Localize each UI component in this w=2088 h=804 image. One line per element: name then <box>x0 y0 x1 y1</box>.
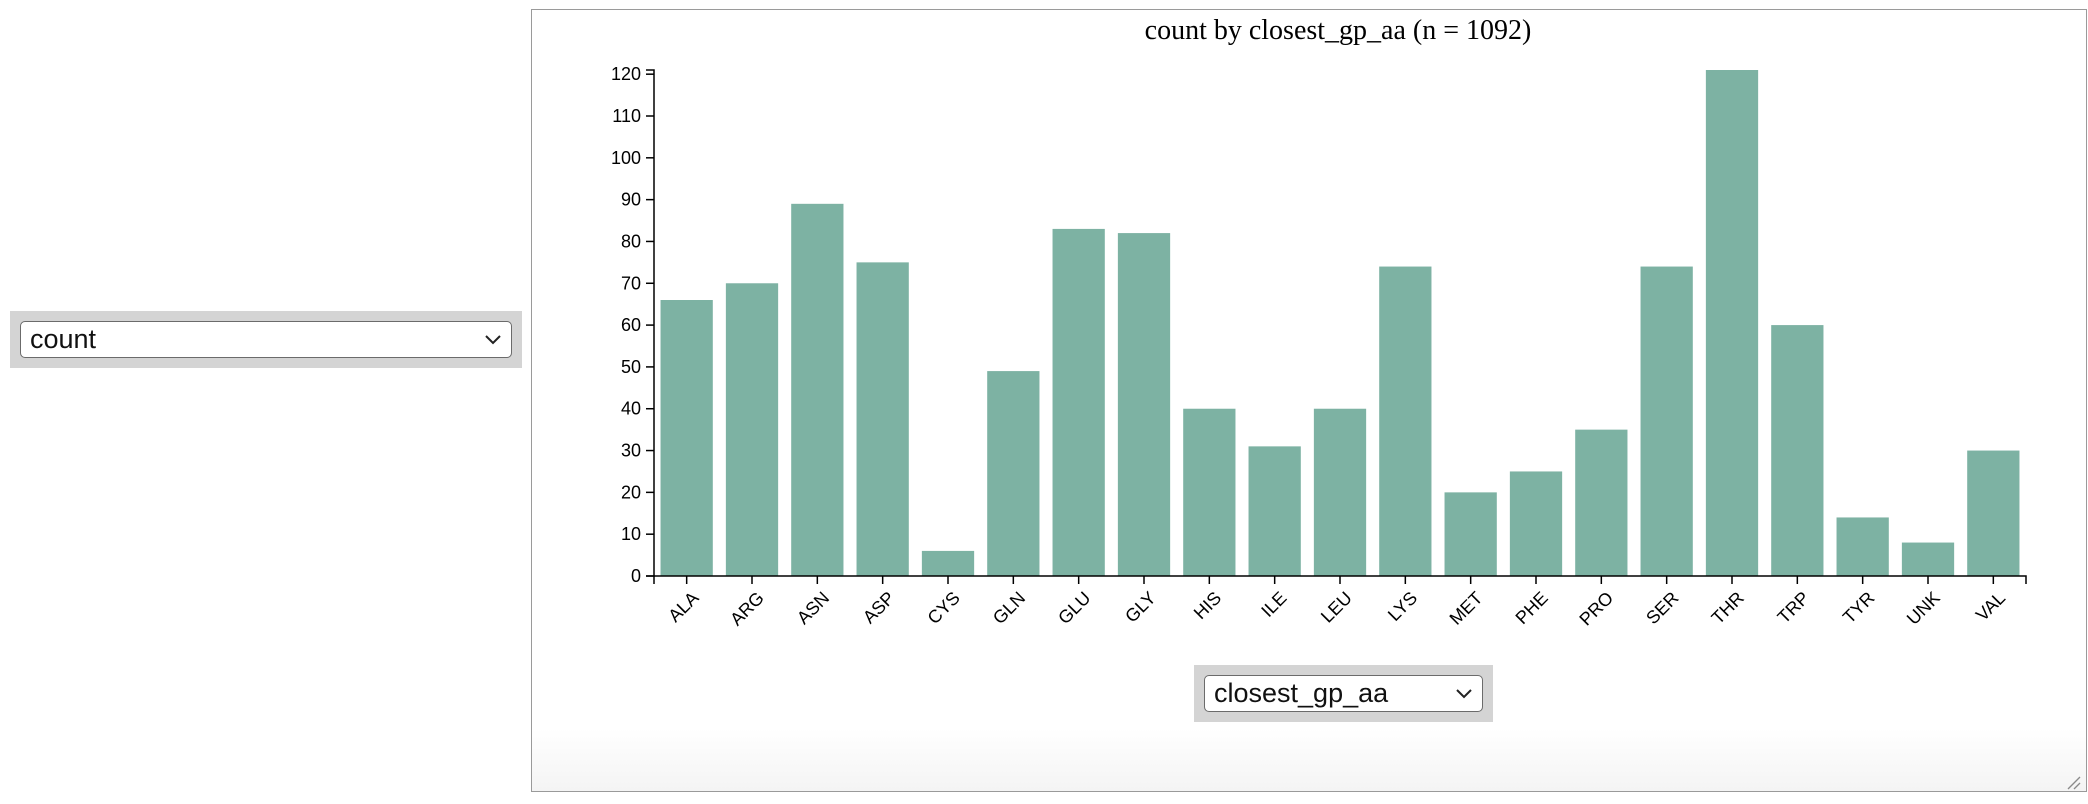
bar-arg <box>725 283 779 576</box>
chevron-down-icon <box>1456 688 1472 698</box>
x-variable-select[interactable]: closest_gp_aa <box>1204 675 1483 712</box>
x-tick-label: MET <box>1446 588 1487 629</box>
bar-unk <box>1901 542 1955 576</box>
bars-layer <box>660 70 2020 576</box>
chart-panel: count by closest_gp_aa (n = 1092) 0 10 20 3… <box>531 9 2087 792</box>
bar-gly <box>1117 233 1171 576</box>
y-tick-label: 60 <box>621 315 641 335</box>
x-tick-label: LEU <box>1317 588 1356 627</box>
y-tick-label: 90 <box>621 190 641 210</box>
x-tick-label: PRO <box>1575 588 1617 630</box>
y-tick-label: 10 <box>621 524 641 544</box>
x-tick-label: ASP <box>859 588 899 628</box>
x-tick-label: CYS <box>924 588 964 628</box>
x-tick-label: TRP <box>1774 588 1814 628</box>
x-tick-label: TYR <box>1839 588 1879 628</box>
x-tick-label: THR <box>1708 588 1748 628</box>
chevron-down-icon <box>485 334 501 344</box>
bar-met <box>1444 492 1497 576</box>
x-variable-select-value: closest_gp_aa <box>1214 678 1389 708</box>
x-tick-label: GLY <box>1121 588 1160 627</box>
y-tick-label: 20 <box>621 482 641 502</box>
y-tick-label: 80 <box>621 231 641 251</box>
bar-asn <box>791 203 844 576</box>
x-variable-select-container: closest_gp_aa <box>1194 665 1493 722</box>
bar-lys <box>1379 266 1432 576</box>
y-tick-label: 110 <box>612 106 641 126</box>
y-tick-label: 120 <box>611 64 641 84</box>
y-axis: 0 10 20 30 40 50 60 70 80 90 100 110 120 <box>611 64 655 586</box>
bar-ser <box>1640 266 1693 576</box>
bar-trp <box>1771 325 1824 576</box>
bar-leu <box>1313 408 1367 576</box>
x-tick-label: ASN <box>793 588 833 628</box>
bar-ala <box>660 300 713 576</box>
x-tick-label: ILE <box>1257 588 1290 621</box>
y-variable-select-container: count <box>10 311 522 368</box>
y-variable-select[interactable]: count <box>20 321 512 358</box>
x-tick-label: PHE <box>1512 588 1552 628</box>
x-axis: ALA ARG ASN ASP CYS GLN GLU GLY HIS ILE LEU LYS MET P… <box>653 575 2027 630</box>
x-tick-label: ALA <box>664 588 702 626</box>
bar-val <box>1967 450 2020 576</box>
bar-his <box>1183 408 1236 576</box>
x-tick-label: VAL <box>1972 588 2009 625</box>
y-variable-select-value: count <box>30 324 97 354</box>
bar-pro <box>1575 429 1628 576</box>
bar-cys <box>921 550 975 576</box>
bar-asp <box>856 262 909 576</box>
y-tick-label: 40 <box>621 399 641 419</box>
y-tick-label: 50 <box>621 357 641 377</box>
x-tick-label: SER <box>1642 588 1682 628</box>
resize-handle-icon[interactable] <box>2065 774 2081 790</box>
x-tick-label: GLU <box>1054 588 1094 628</box>
bar-tyr <box>1836 517 1889 576</box>
bar-phe <box>1509 471 1563 576</box>
x-tick-label: GLN <box>989 588 1029 628</box>
bar-gln <box>987 371 1040 576</box>
bar-glu <box>1052 228 1105 576</box>
y-tick-label: 30 <box>621 441 641 461</box>
y-tick-label: 100 <box>611 148 641 168</box>
bar-chart: count by closest_gp_aa (n = 1092) 0 10 20 3… <box>611 15 2027 630</box>
bar-ile <box>1248 446 1301 576</box>
y-axis-line <box>646 69 655 577</box>
x-tick-label: HIS <box>1190 588 1225 623</box>
x-tick-label: ARG <box>726 588 768 630</box>
chart-title: count by closest_gp_aa (n = 1092) <box>1145 15 1532 46</box>
y-tick-label: 70 <box>621 273 641 293</box>
y-tick-label: 0 <box>631 566 641 586</box>
x-tick-label: UNK <box>1903 588 1944 629</box>
bar-thr <box>1705 70 1759 576</box>
x-tick-label: LYS <box>1384 588 1421 625</box>
